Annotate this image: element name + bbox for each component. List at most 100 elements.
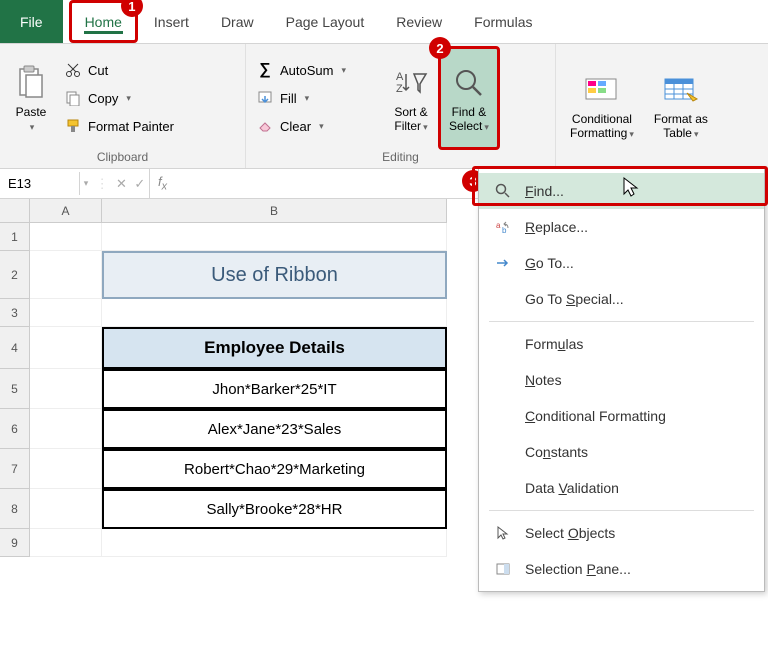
menu-label: Selection Pane... — [525, 561, 631, 577]
menu-constants[interactable]: Constants — [479, 434, 764, 470]
menu-label: Replace... — [525, 219, 588, 235]
menu-selection-pane[interactable]: Selection Pane... — [479, 551, 764, 587]
find-select-label: Find & Select▾ — [449, 105, 489, 134]
copy-button[interactable]: Copy▾ — [60, 87, 178, 109]
cut-button[interactable]: Cut — [60, 59, 178, 81]
row-header[interactable]: 8 — [0, 489, 30, 529]
editing-group: ∑ AutoSum▾ Fill▾ Clear▾ AZ Sort & Filter… — [246, 44, 556, 168]
table-row[interactable]: Sally*Brooke*28*HR — [102, 489, 447, 529]
menu-conditional-formatting[interactable]: Conditional Formatting — [479, 398, 764, 434]
menu-goto-special[interactable]: Go To Special... — [479, 281, 764, 317]
name-box[interactable]: E13 — [0, 172, 80, 195]
cell[interactable] — [30, 327, 102, 369]
styles-group-label — [562, 162, 762, 166]
row-header[interactable]: 6 — [0, 409, 30, 449]
cell[interactable] — [30, 299, 102, 327]
row-header[interactable]: 2 — [0, 251, 30, 299]
table-row[interactable]: Jhon*Barker*25*IT — [102, 369, 447, 409]
draw-tab[interactable]: Draw — [205, 0, 270, 43]
paste-button[interactable]: Paste▾ — [6, 48, 56, 148]
cell[interactable] — [30, 251, 102, 299]
replace-icon: ab — [493, 217, 513, 237]
autosum-button[interactable]: ∑ AutoSum▾ — [252, 59, 382, 81]
autosum-label: AutoSum — [280, 63, 333, 78]
cell[interactable] — [30, 223, 102, 251]
blank-icon — [493, 478, 513, 498]
copy-label: Copy — [88, 91, 118, 106]
format-painter-button[interactable]: Format Painter — [60, 115, 178, 137]
home-tab[interactable]: Home 1 — [69, 0, 138, 43]
fill-button[interactable]: Fill▾ — [252, 87, 382, 109]
table-row[interactable]: Alex*Jane*23*Sales — [102, 409, 447, 449]
menu-replace[interactable]: ab Replace... — [479, 209, 764, 245]
cell[interactable] — [102, 299, 447, 327]
table-header-cell[interactable]: Employee Details — [102, 327, 447, 369]
menu-label: Constants — [525, 444, 588, 460]
menu-data-validation[interactable]: Data Validation — [479, 470, 764, 506]
sort-filter-button[interactable]: AZ Sort & Filter▾ — [386, 48, 436, 148]
callout-2: 2 — [429, 37, 451, 59]
table-row[interactable]: Robert*Chao*29*Marketing — [102, 449, 447, 489]
page-layout-tab[interactable]: Page Layout — [270, 0, 381, 43]
eraser-icon — [256, 117, 274, 135]
paste-label: Paste▾ — [16, 105, 47, 134]
blank-icon — [493, 442, 513, 462]
clear-label: Clear — [280, 119, 311, 134]
row-header[interactable]: 7 — [0, 449, 30, 489]
blank-icon — [493, 289, 513, 309]
insert-tab[interactable]: Insert — [138, 0, 205, 43]
ribbon-tabs: File Home 1 Insert Draw Page Layout Revi… — [0, 0, 768, 44]
menu-formulas[interactable]: Formulas — [479, 326, 764, 362]
conditional-formatting-button[interactable]: Conditional Formatting▾ — [562, 48, 642, 162]
col-header-b[interactable]: B — [102, 199, 447, 223]
svg-text:A: A — [396, 71, 404, 83]
svg-text:b: b — [502, 226, 507, 235]
menu-select-objects[interactable]: Select Objects — [479, 515, 764, 551]
format-as-table-button[interactable]: Format as Table▾ — [646, 48, 716, 162]
cell[interactable] — [30, 369, 102, 409]
menu-goto[interactable]: Go To... — [479, 245, 764, 281]
selection-pane-icon — [493, 559, 513, 579]
magnifier-icon — [493, 181, 513, 201]
brush-icon — [64, 117, 82, 135]
cell[interactable] — [30, 489, 102, 529]
sigma-icon: ∑ — [256, 61, 274, 79]
cell[interactable] — [30, 449, 102, 489]
blank-icon — [493, 406, 513, 426]
select-all-corner[interactable] — [0, 199, 30, 223]
fx-icon[interactable]: fx — [150, 174, 175, 193]
title-cell[interactable]: Use of Ribbon — [102, 251, 447, 299]
row-header[interactable]: 3 — [0, 299, 30, 327]
conditional-formatting-label: Conditional Formatting▾ — [570, 112, 634, 141]
cell[interactable] — [102, 223, 447, 251]
find-select-button[interactable]: 2 Find & Select▾ — [440, 48, 498, 148]
cell[interactable] — [102, 529, 447, 557]
cut-label: Cut — [88, 63, 108, 78]
editing-group-label: Editing — [252, 148, 549, 166]
scissors-icon — [64, 61, 82, 79]
row-header[interactable]: 5 — [0, 369, 30, 409]
row-header[interactable]: 9 — [0, 529, 30, 557]
fill-down-icon — [256, 89, 274, 107]
pointer-icon — [493, 523, 513, 543]
format-table-icon — [663, 70, 699, 110]
blank-icon — [493, 334, 513, 354]
conditional-formatting-icon — [584, 70, 620, 110]
clear-button[interactable]: Clear▾ — [252, 115, 382, 137]
goto-icon — [493, 253, 513, 273]
menu-divider — [489, 510, 754, 511]
magnifier-icon — [454, 63, 484, 103]
menu-notes[interactable]: Notes — [479, 362, 764, 398]
file-tab[interactable]: File — [0, 0, 63, 43]
formulas-tab[interactable]: Formulas — [458, 0, 548, 43]
col-header-a[interactable]: A — [30, 199, 102, 223]
formula-bar-buttons: ▾⋮✕✓ — [80, 169, 150, 198]
copy-icon — [64, 89, 82, 107]
cell[interactable] — [30, 409, 102, 449]
review-tab[interactable]: Review — [380, 0, 458, 43]
row-header[interactable]: 1 — [0, 223, 30, 251]
paste-icon — [16, 63, 46, 103]
cell[interactable] — [30, 529, 102, 557]
menu-label: Select Objects — [525, 525, 615, 541]
row-header[interactable]: 4 — [0, 327, 30, 369]
